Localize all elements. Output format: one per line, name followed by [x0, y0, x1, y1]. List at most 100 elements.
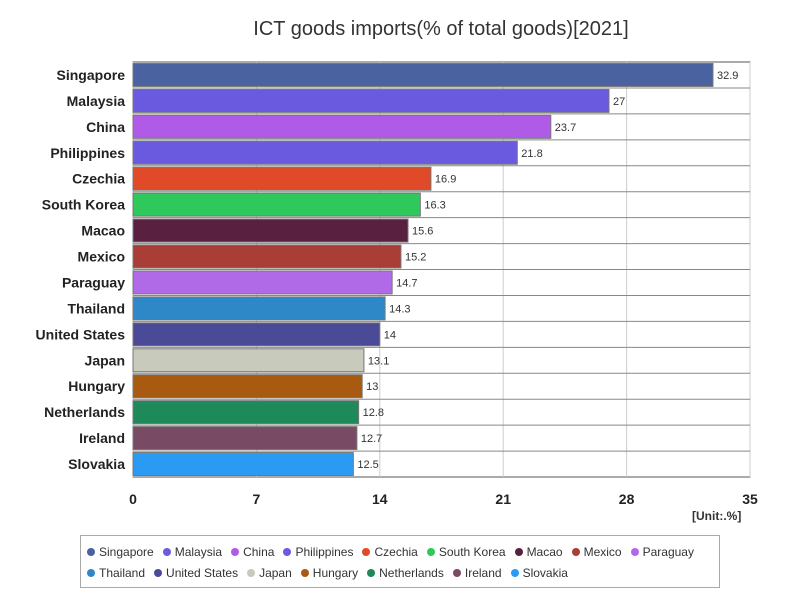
chart-title: ICT goods imports(% of total goods)[2021… — [253, 18, 628, 40]
category-label: Hungary — [68, 378, 125, 394]
legend-marker-icon — [87, 547, 95, 556]
legend-label: Czechia — [374, 544, 418, 559]
legend-item[interactable]: Singapore — [87, 545, 154, 559]
category-label: South Korea — [42, 197, 125, 213]
legend-marker-icon — [514, 547, 523, 556]
x-tick-label: 7 — [253, 491, 261, 507]
legend-item[interactable]: Thailand — [87, 566, 145, 580]
legend-item[interactable]: United States — [154, 566, 238, 580]
data-label: 32.9 — [717, 70, 738, 82]
legend: Singapore Malaysia China Philippines Czechia… — [80, 535, 720, 588]
bar — [132, 88, 610, 113]
legend-marker-icon — [87, 568, 95, 577]
legend-label: Singapore — [99, 544, 154, 559]
category-label: Ireland — [79, 430, 125, 446]
legend-label: Japan — [259, 565, 292, 580]
data-label: 14.3 — [389, 303, 410, 315]
legend-marker-icon — [571, 547, 580, 556]
legend-item[interactable]: Czechia — [362, 544, 418, 559]
data-label: 12.5 — [357, 459, 378, 471]
legend-marker-icon — [154, 568, 163, 577]
legend-marker-icon — [362, 547, 371, 556]
data-label: 14.7 — [396, 277, 417, 289]
data-label: 12.8 — [363, 407, 384, 419]
legend-item[interactable]: Slovakia — [510, 565, 568, 580]
legend-marker-icon — [630, 547, 639, 556]
legend-item[interactable]: Malaysia — [162, 544, 223, 559]
legend-label: Hungary — [312, 565, 359, 580]
x-tick-label: 35 — [742, 491, 758, 507]
category-label: Thailand — [67, 300, 125, 316]
data-label: 15.6 — [412, 226, 433, 238]
legend-marker-icon — [300, 568, 309, 577]
legend-marker-icon — [162, 547, 171, 556]
bars: 32.9 27 23.7 21.8 16.9 16.3 15.6 15.2 14.7 14.3 14… — [132, 63, 738, 476]
category-label: Singapore — [57, 67, 126, 83]
bar — [132, 63, 714, 87]
bar — [132, 244, 402, 269]
data-label: 27 — [613, 96, 625, 108]
legend-item[interactable]: Philippines — [283, 545, 353, 559]
legend-item[interactable]: Netherlands — [367, 566, 444, 580]
legend-label: Netherlands — [379, 565, 444, 580]
category-label: Macao — [81, 223, 125, 239]
legend-item[interactable]: China — [231, 545, 274, 559]
bar — [132, 270, 393, 295]
legend-label: Thailand — [99, 565, 146, 580]
category-label: Malaysia — [67, 93, 126, 109]
legend-label: Philippines — [295, 544, 354, 559]
data-label: 12.7 — [361, 433, 382, 445]
unit-label: [Unit:.%] — [692, 509, 742, 523]
data-label: 16.9 — [435, 174, 456, 186]
category-label: Slovakia — [68, 456, 125, 472]
bar — [132, 452, 354, 476]
legend-marker-icon — [452, 568, 461, 577]
bar — [132, 374, 363, 399]
x-tick-label: 21 — [495, 491, 511, 507]
category-label: Paraguay — [62, 274, 125, 290]
data-label: 14 — [384, 329, 396, 341]
bar — [132, 218, 409, 243]
category-label: United States — [36, 326, 126, 342]
data-label: 15.2 — [405, 252, 426, 264]
legend-label: Mexico — [583, 544, 622, 559]
bar — [132, 400, 360, 425]
bar — [132, 426, 358, 451]
bar — [132, 114, 552, 139]
category-label: Czechia — [72, 171, 125, 187]
legend-item[interactable]: Hungary — [300, 565, 359, 580]
legend-label: Macao — [526, 544, 563, 559]
legend-item[interactable]: Ireland — [452, 566, 502, 580]
legend-item[interactable]: Mexico — [571, 544, 622, 559]
bar — [132, 140, 518, 165]
legend-row: Singapore Malaysia China Philippines Czechia… — [87, 541, 719, 562]
category-label: Mexico — [78, 249, 125, 265]
data-label: 23.7 — [555, 122, 576, 134]
legend-item[interactable]: Japan — [247, 566, 292, 580]
category-label: Philippines — [50, 145, 125, 161]
legend-marker-icon — [231, 547, 240, 556]
category-labels: Singapore Malaysia China Philippines Czechia… — [36, 67, 126, 472]
legend-label: Slovakia — [522, 565, 568, 580]
legend-item[interactable]: South Korea — [426, 544, 506, 559]
legend-label: Paraguay — [642, 544, 694, 559]
data-label: 21.8 — [521, 148, 542, 160]
legend-item[interactable]: Macao — [514, 544, 563, 559]
x-axis-ticks: 0 7 14 21 28 35 — [129, 491, 758, 507]
legend-marker-icon — [367, 568, 376, 577]
legend-marker-icon — [283, 547, 292, 556]
category-label: Netherlands — [44, 404, 125, 420]
x-tick-label: 14 — [372, 491, 388, 507]
legend-marker-icon — [247, 568, 256, 577]
bar — [132, 166, 432, 191]
legend-label: United States — [166, 565, 239, 580]
data-label: 13 — [366, 381, 378, 393]
legend-label: Malaysia — [174, 544, 223, 559]
bar — [132, 348, 365, 373]
data-label: 16.3 — [424, 200, 445, 212]
legend-label: South Korea — [438, 544, 506, 559]
legend-item[interactable]: Paraguay — [630, 544, 694, 559]
category-label: Japan — [85, 352, 125, 368]
x-tick-label: 0 — [129, 491, 137, 507]
